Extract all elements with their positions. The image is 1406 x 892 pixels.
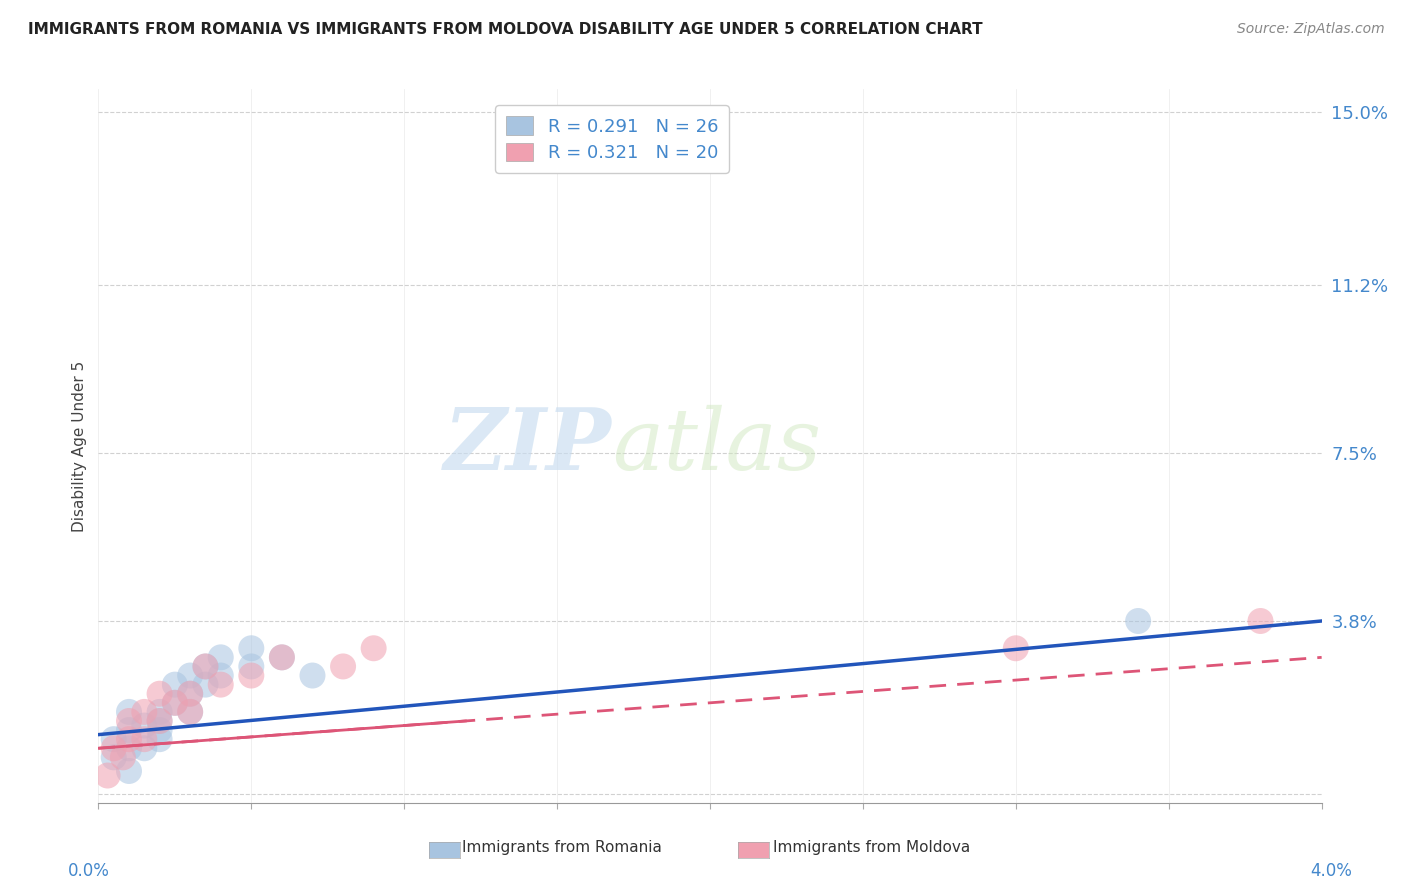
Point (270, 650, 294, 665)
Point (194, 659, 217, 673)
Point (149, 705, 172, 719)
Point (1004, 641, 1026, 656)
Point (240, 641, 263, 656)
Point (163, 696, 186, 710)
Text: Source: ZipAtlas.com: Source: ZipAtlas.com (1237, 22, 1385, 37)
Point (240, 668, 263, 682)
Point (163, 696, 186, 710)
Point (209, 650, 232, 665)
Point (1128, 614, 1150, 628)
Point (149, 714, 172, 728)
Point (118, 714, 141, 728)
Text: atlas: atlas (612, 405, 821, 487)
Point (134, 732, 156, 747)
Point (179, 687, 201, 701)
Text: IMMIGRANTS FROM ROMANIA VS IMMIGRANTS FROM MOLDOVA DISABILITY AGE UNDER 5 CORREL: IMMIGRANTS FROM ROMANIA VS IMMIGRANTS FR… (28, 22, 983, 37)
Text: Immigrants from Romania: Immigrants from Romania (463, 840, 662, 855)
Point (179, 687, 201, 701)
Text: Immigrants from Moldova: Immigrants from Moldova (773, 840, 970, 855)
Point (134, 718, 156, 732)
Point (179, 668, 201, 682)
Point (118, 723, 141, 737)
Text: ZIP: ZIP (444, 404, 612, 488)
Point (118, 732, 141, 747)
Point (103, 732, 125, 747)
Point (209, 678, 232, 692)
Point (179, 705, 201, 719)
Point (149, 714, 172, 728)
Point (363, 641, 385, 656)
Point (118, 741, 141, 756)
Y-axis label: Disability Age Under 5: Disability Age Under 5 (72, 360, 87, 532)
Point (149, 723, 172, 737)
Point (179, 705, 201, 719)
Point (134, 741, 156, 756)
Point (118, 705, 141, 719)
Point (240, 659, 263, 673)
Point (134, 705, 156, 719)
Point (111, 750, 134, 764)
Point (103, 750, 125, 764)
Point (97, 768, 120, 782)
Point (163, 678, 186, 692)
Point (118, 764, 141, 778)
Point (194, 659, 217, 673)
Point (103, 741, 125, 756)
Point (209, 668, 232, 682)
Point (149, 687, 172, 701)
Legend: R = 0.291   N = 26, R = 0.321   N = 20: R = 0.291 N = 26, R = 0.321 N = 20 (495, 105, 730, 173)
Text: 4.0%: 4.0% (1310, 862, 1353, 880)
Point (270, 650, 294, 665)
Point (332, 659, 354, 673)
Point (301, 668, 323, 682)
Point (194, 678, 217, 692)
Point (1249, 614, 1271, 628)
Point (149, 732, 172, 747)
Text: 0.0%: 0.0% (67, 862, 110, 880)
